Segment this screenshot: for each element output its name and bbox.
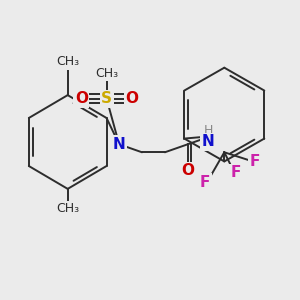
Text: N: N bbox=[202, 134, 215, 149]
Text: F: F bbox=[250, 154, 260, 169]
Text: CH₃: CH₃ bbox=[95, 67, 118, 80]
Text: H: H bbox=[204, 124, 213, 137]
Text: O: O bbox=[125, 91, 138, 106]
Text: O: O bbox=[75, 91, 88, 106]
Text: CH₃: CH₃ bbox=[56, 202, 79, 215]
Text: CH₃: CH₃ bbox=[56, 56, 79, 68]
Text: S: S bbox=[101, 91, 112, 106]
Text: N: N bbox=[113, 137, 125, 152]
Text: F: F bbox=[230, 165, 241, 180]
Text: O: O bbox=[181, 163, 194, 178]
Text: F: F bbox=[200, 175, 210, 190]
